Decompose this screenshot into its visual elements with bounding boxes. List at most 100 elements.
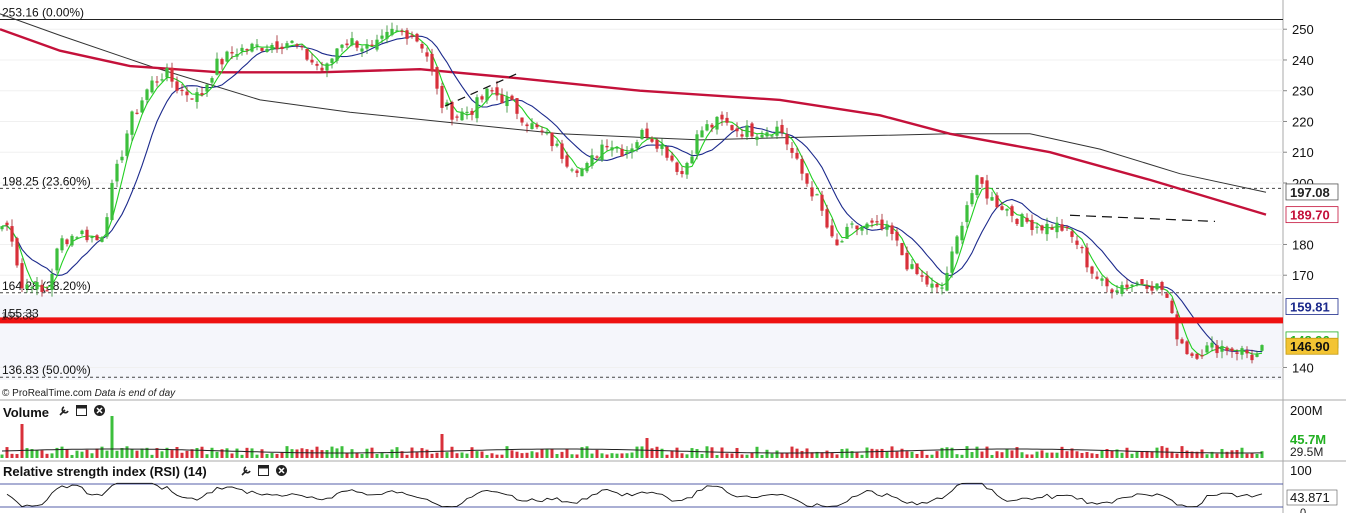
wrench-icon[interactable] — [241, 466, 251, 476]
volume-bar-up — [100, 446, 104, 458]
price-badge — [1285, 298, 1339, 315]
candle-down — [400, 30, 404, 33]
volume-bar-down — [260, 449, 264, 458]
candle-down — [1000, 206, 1004, 210]
volume-bar-up — [990, 454, 994, 458]
volume-bar-down — [430, 453, 434, 458]
candle-down — [875, 221, 879, 223]
candle-up — [395, 30, 399, 32]
candle-down — [655, 139, 659, 149]
volume-bar-up — [1260, 451, 1264, 458]
candle-down — [410, 35, 414, 37]
candle-up — [530, 123, 534, 130]
candle-up — [630, 148, 634, 153]
candle-up — [380, 35, 384, 39]
candle-up — [990, 197, 994, 201]
volume-bar-down — [1190, 451, 1194, 458]
volume-bar-up — [390, 449, 394, 458]
rsi-last-value: 43.871 — [1290, 490, 1330, 505]
candle-up — [580, 168, 584, 177]
support-label: 155.33 — [2, 306, 39, 320]
rsi-line — [0, 482, 1283, 508]
volume-bar-up — [1210, 451, 1214, 458]
volume-bar-down — [495, 454, 499, 458]
candle-down — [180, 89, 184, 92]
volume-bar-up — [555, 453, 559, 458]
candle-down — [480, 96, 484, 100]
candle-up — [975, 175, 979, 196]
candle-down — [1145, 285, 1149, 289]
candle-up — [255, 44, 259, 46]
candle-down — [710, 124, 714, 128]
ma-slow-line — [0, 28, 1267, 216]
y-tick-label: 250 — [1292, 22, 1314, 37]
volume-bar-up — [270, 453, 274, 458]
volume-bar-down — [565, 448, 569, 458]
volume-bar-down — [1150, 451, 1154, 458]
candle-down — [190, 98, 194, 100]
volume-bar-up — [690, 448, 694, 458]
candle-down — [370, 44, 374, 46]
volume-bar-up — [1155, 447, 1159, 458]
volume-bar-down — [510, 450, 514, 458]
trend-lines — [444, 71, 1216, 223]
volume-bar-down — [550, 449, 554, 458]
volume-bar-down — [915, 453, 919, 458]
volume-bar-down — [480, 451, 484, 458]
candle-up — [505, 97, 509, 107]
volume-bar-up — [945, 447, 949, 458]
volume-bar-down — [680, 453, 684, 458]
candle-up — [660, 144, 664, 149]
volume-bar-down — [750, 452, 754, 458]
candle-up — [1135, 282, 1139, 284]
candle-down — [1160, 281, 1164, 290]
candle-down — [645, 128, 649, 138]
volume-bar-up — [745, 454, 749, 458]
candle-up — [640, 129, 644, 140]
candle-down — [1165, 293, 1169, 298]
window-icon[interactable] — [76, 405, 87, 416]
candle-up — [945, 272, 949, 291]
wrench-icon[interactable] — [59, 406, 69, 416]
candle-down — [200, 93, 204, 95]
window-icon[interactable] — [258, 465, 269, 476]
volume-bar-up — [195, 448, 199, 458]
candle-up — [445, 102, 449, 106]
volume-bar-up — [75, 450, 79, 458]
candle-up — [1115, 290, 1119, 293]
candle-down — [985, 180, 989, 199]
volume-bar-down — [405, 454, 409, 458]
volume-bar-up — [715, 454, 719, 458]
candle-down — [935, 284, 939, 288]
volume-bar-up — [130, 449, 134, 458]
candle-down — [680, 171, 684, 175]
close-icon[interactable] — [276, 465, 287, 476]
candle-down — [1215, 345, 1219, 354]
volume-bar-down — [1065, 451, 1069, 458]
volume-bar-up — [360, 454, 364, 458]
candle-up — [475, 97, 479, 119]
candle-down — [85, 229, 89, 241]
volume-bar-up — [325, 450, 329, 458]
volume-bar-up — [70, 454, 74, 458]
candle-up — [690, 156, 694, 164]
candle-up — [110, 183, 114, 220]
volume-bar-up — [615, 453, 619, 458]
volume-bar-up — [970, 452, 974, 458]
volume-bar-down — [1030, 454, 1034, 458]
close-icon[interactable] — [94, 405, 105, 416]
rsi-line — [6, 482, 1263, 508]
candle-up — [815, 194, 819, 196]
volume-bar-up — [215, 451, 219, 458]
volume-bar-down — [645, 438, 649, 458]
volume-bar-down — [230, 453, 234, 458]
candle-up — [150, 80, 154, 93]
eod-note: Data is end of day — [95, 388, 177, 399]
candle-up — [615, 147, 619, 149]
candle-up — [1210, 342, 1214, 348]
candle-down — [1030, 219, 1034, 230]
volume-bar-up — [625, 453, 629, 458]
volume-bar-up — [240, 454, 244, 458]
candle-down — [175, 81, 179, 91]
volume-bar-down — [1075, 451, 1079, 458]
